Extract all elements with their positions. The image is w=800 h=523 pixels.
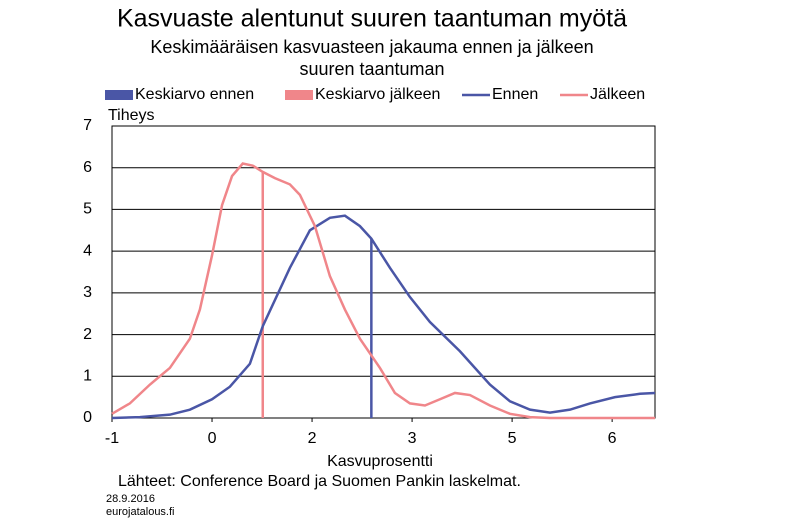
y-axis-label: Tiheys [108,107,155,124]
y-tick-label: 3 [83,284,92,301]
legend-label: Jälkeen [590,86,645,103]
x-axis-label: Kasvuprosentti [327,453,433,470]
x-tick-label: 0 [208,430,217,447]
plot-frame [111,125,656,419]
date: 28.9.2016 [106,493,155,505]
x-tick-label: 6 [608,430,617,447]
legend-label: Ennen [492,86,538,103]
x-tick-label: -1 [105,430,119,447]
x-tick-label: 5 [508,430,517,447]
site: eurojatalous.fi [106,506,175,518]
source: Lähteet: Conference Board ja Suomen Pank… [118,473,521,490]
x-tick-label: 2 [308,430,317,447]
legend-label: Keskiarvo jälkeen [315,86,440,103]
legend-label: Keskiarvo ennen [135,86,254,103]
legend-swatch [285,90,313,100]
chart-title: Kasvuaste alentunut suuren taantuman myö… [117,5,627,33]
subtitle: Keskimääräisen kasvuasteen jakauma ennen… [150,37,593,57]
y-tick-label: 2 [83,326,92,343]
y-tick-label: 5 [83,201,92,218]
density-line [111,214,656,420]
legend-swatch [105,90,133,100]
x-tick-label: 3 [408,430,417,447]
density-line [111,162,655,420]
y-tick-label: 4 [83,242,92,259]
y-tick-label: 0 [83,409,92,426]
y-tick-label: 1 [83,368,92,385]
y-tick-label: 6 [83,159,92,176]
subtitle: suuren taantuman [299,59,444,79]
y-tick-label: 7 [83,117,92,134]
